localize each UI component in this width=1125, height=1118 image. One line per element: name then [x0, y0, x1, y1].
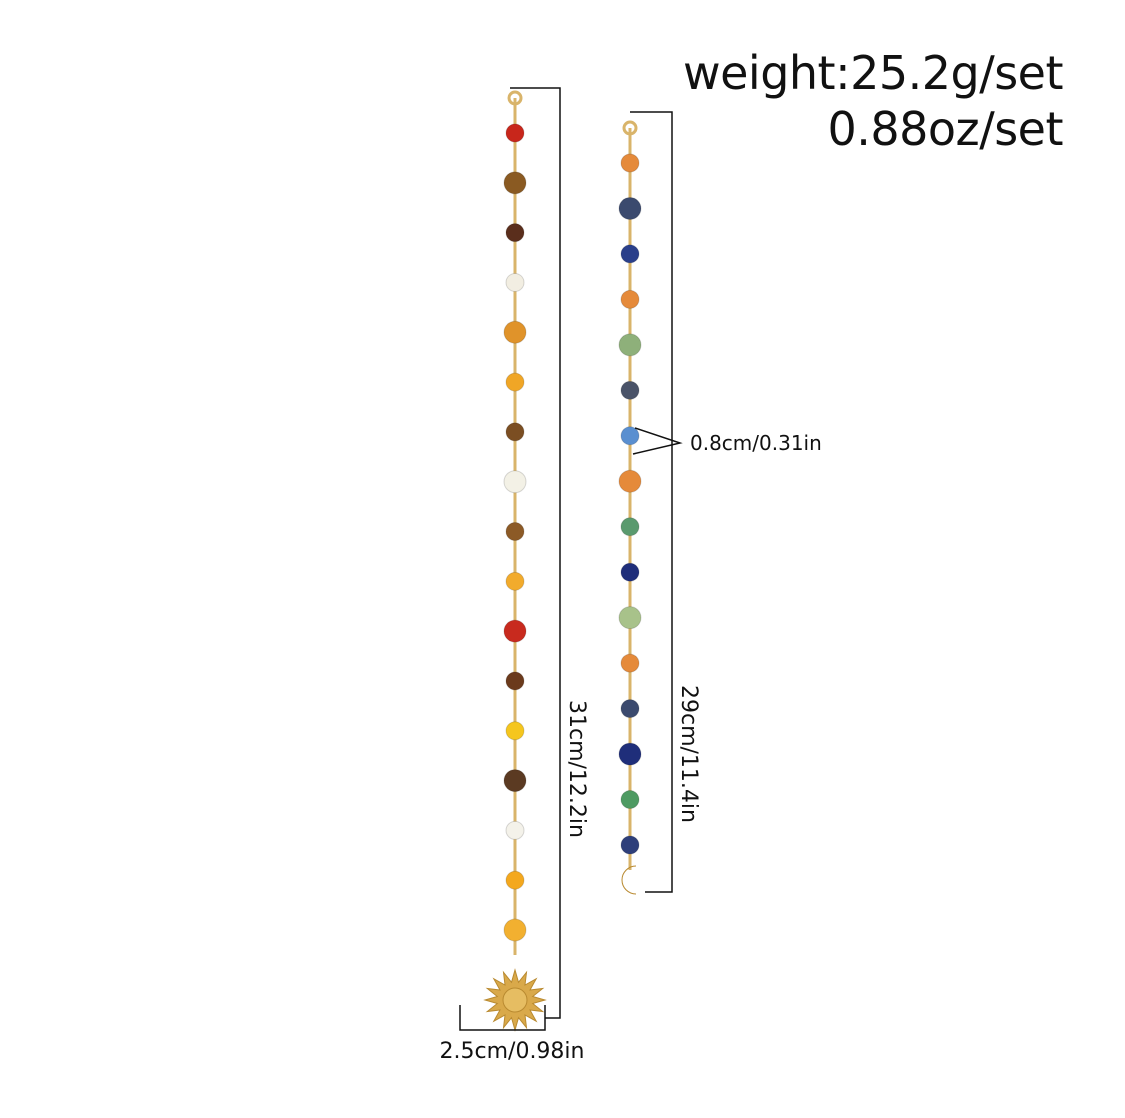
- right-bead: [620, 653, 640, 673]
- weight-ounces: 0.88oz/set: [827, 102, 1063, 156]
- sun-charm-face: [502, 987, 528, 1013]
- right-bead: [620, 562, 640, 582]
- right-bead: [618, 333, 642, 357]
- left-bead: [505, 223, 525, 243]
- right-bead: [620, 380, 640, 400]
- weight-grams: weight:25.2g/set: [682, 46, 1064, 100]
- left-bead: [505, 671, 525, 691]
- right-bead: [620, 244, 640, 264]
- left-bead: [505, 123, 525, 143]
- right-bead: [620, 517, 640, 537]
- right-length-label: 29cm/11.4in: [676, 685, 701, 823]
- moon-charm-icon: [621, 865, 637, 895]
- bead-size-pointer: [632, 427, 683, 455]
- left-bead: [503, 769, 527, 793]
- left-bead: [505, 571, 525, 591]
- left-bead: [503, 171, 527, 195]
- right-bead: [618, 196, 642, 220]
- left-bead: [505, 721, 525, 741]
- right-length-line: [630, 111, 673, 893]
- left-bead: [505, 272, 525, 292]
- bead-size-label: 0.8cm/0.31in: [690, 431, 822, 455]
- left-bead: [503, 320, 527, 344]
- left-bead: [505, 372, 525, 392]
- right-bead: [618, 606, 642, 630]
- left-clasp: [507, 90, 523, 106]
- dimension-lines: [459, 87, 683, 1031]
- right-bead: [620, 153, 640, 173]
- pendant-width-label: 2.5cm/0.98in: [440, 1039, 585, 1064]
- right-bead: [620, 289, 640, 309]
- chains: [483, 90, 642, 1032]
- right-bead: [618, 469, 642, 493]
- pendant-width-bracket: [459, 1005, 546, 1031]
- right-bead: [620, 790, 640, 810]
- left-bead: [503, 918, 527, 942]
- left-bead: [505, 522, 525, 541]
- left-length-line: [510, 87, 561, 1019]
- left-bead: [505, 422, 525, 442]
- right-clasp: [622, 120, 638, 136]
- right-bead: [620, 835, 640, 855]
- left-bead: [503, 470, 527, 494]
- right-bead: [620, 426, 640, 446]
- left-bead: [503, 619, 527, 643]
- left-bead: [505, 820, 525, 840]
- left-bead: [505, 870, 525, 890]
- left-length-label: 31cm/12.2in: [564, 700, 589, 838]
- right-bead: [618, 742, 642, 766]
- right-bead: [620, 699, 640, 719]
